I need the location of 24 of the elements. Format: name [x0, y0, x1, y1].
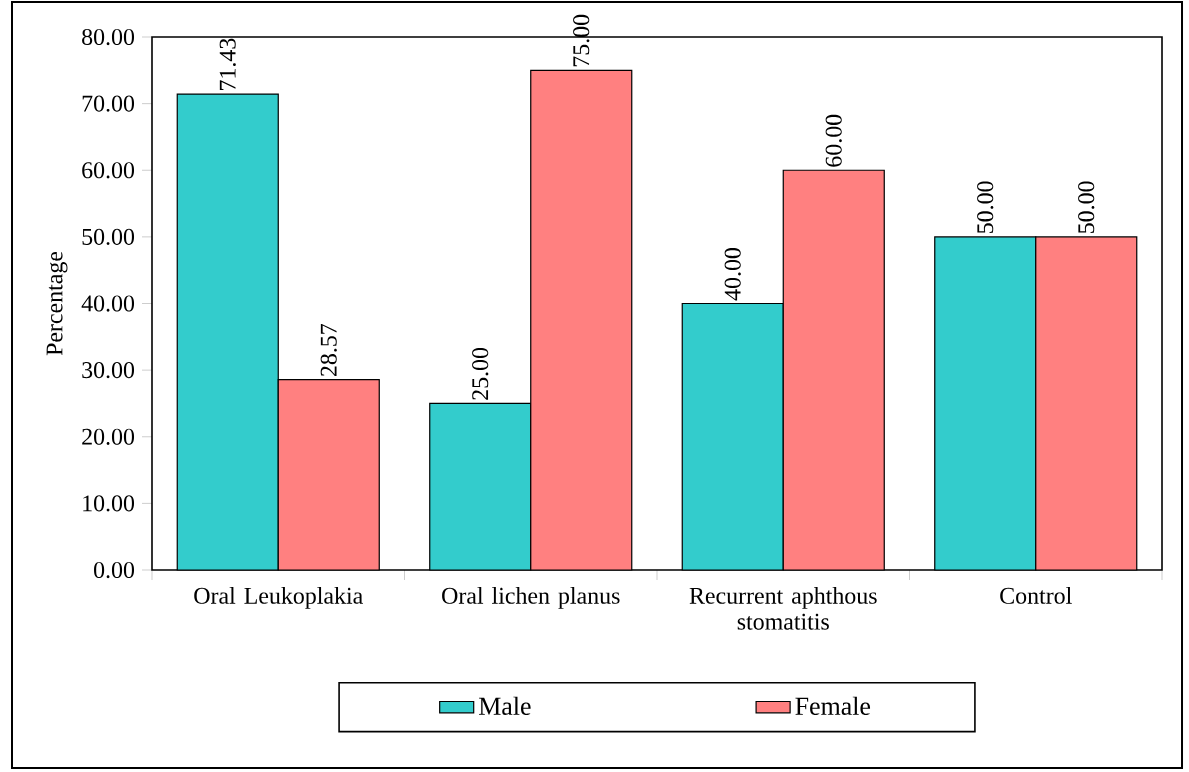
x-tick-label: Oral Leukoplakia: [194, 587, 363, 609]
x-tick-label: Oral lichen planus: [442, 587, 620, 609]
legend-label: Male: [479, 696, 531, 715]
y-tick-label: 80.00: [82, 28, 135, 46]
data-label: 50.00: [1078, 181, 1095, 233]
x-tick-label: Control: [1000, 587, 1072, 604]
y-tick-label: 40.00: [81, 295, 135, 312]
x-tick-label: Recurrent aphthous stomatitis: [689, 587, 877, 630]
y-tick-label: 60.00: [82, 162, 135, 179]
data-label: 40.00: [724, 248, 741, 301]
y-axis-title: Percentage: [46, 251, 68, 356]
y-tick-label: 10.00: [83, 495, 135, 512]
y-tick-label: 30.00: [82, 362, 135, 379]
data-label: 25.00: [472, 347, 489, 400]
data-label: 28.57: [320, 323, 337, 376]
data-label: 50.00: [977, 181, 994, 233]
y-tick-label: 0.00: [94, 561, 135, 579]
y-tick-label: 50.00: [82, 228, 135, 245]
legend-label: Female: [795, 696, 871, 715]
data-label: 75.00: [573, 14, 590, 67]
data-label: 60.00: [825, 114, 842, 167]
data-label: 71.43: [219, 38, 236, 90]
y-tick-label: 20.00: [82, 428, 135, 445]
y-tick-label: 70.00: [82, 95, 135, 112]
